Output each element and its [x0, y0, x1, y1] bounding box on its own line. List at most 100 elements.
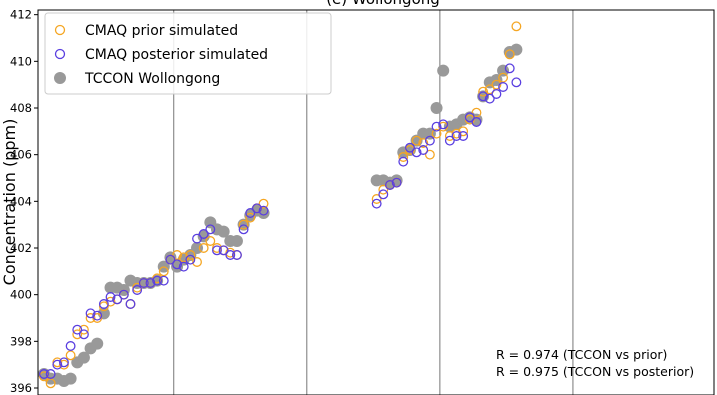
prior-point — [504, 49, 515, 60]
posterior-point — [85, 308, 96, 319]
prior-point — [185, 250, 196, 260]
prior-point — [418, 138, 429, 148]
tccon-point — [217, 225, 230, 238]
posterior-point — [45, 369, 56, 379]
plot-frame — [37, 9, 715, 395]
y-tick-label: 400 — [10, 288, 32, 302]
prior-point — [158, 266, 169, 277]
y-tick-label: 412 — [10, 8, 32, 22]
tccon-point — [97, 307, 110, 320]
y-tick-label: 404 — [10, 194, 32, 208]
posterior-point — [125, 299, 136, 309]
posterior-point — [458, 131, 469, 141]
posterior-point — [145, 278, 156, 288]
posterior-point — [404, 142, 415, 153]
prior-point — [72, 329, 83, 340]
posterior-point — [451, 131, 462, 141]
posterior-point — [504, 63, 515, 74]
data-points — [38, 21, 523, 389]
posterior-point — [385, 180, 395, 190]
tccon-point — [437, 64, 450, 77]
prior-point — [484, 84, 495, 95]
y-axis-label: Concentration (ppm) — [0, 119, 19, 286]
posterior-point — [391, 177, 402, 188]
prior-point — [192, 257, 202, 267]
legend-box — [44, 12, 332, 95]
y-tick-label: 408 — [10, 101, 32, 115]
posterior-point — [225, 250, 236, 260]
posterior-point — [205, 224, 216, 235]
posterior-point — [185, 254, 196, 265]
posterior-point — [59, 357, 69, 368]
posterior-point — [172, 259, 183, 270]
y-tick-label: 410 — [10, 54, 32, 68]
chart-title: (e) Wollongong — [326, 0, 440, 8]
posterior-point — [112, 294, 123, 305]
posterior-point — [39, 369, 49, 379]
legend-marker-posterior — [54, 48, 66, 60]
legend-label-posterior: CMAQ posterior simulated — [85, 47, 268, 63]
prior-point — [478, 86, 489, 97]
posterior-point — [98, 299, 109, 309]
correlation-prior-annotation: R = 0.974 (TCCON vs prior) — [496, 347, 667, 362]
posterior-point — [192, 233, 202, 244]
y-tick-label: 396 — [10, 381, 32, 395]
posterior-point — [478, 91, 489, 102]
posterior-point — [371, 198, 382, 209]
posterior-point — [152, 275, 163, 286]
posterior-point — [378, 189, 389, 200]
prior-point — [491, 79, 502, 90]
tccon-point — [230, 235, 243, 247]
tccon-point — [430, 102, 443, 114]
prior-point — [198, 243, 209, 253]
prior-point — [471, 107, 482, 118]
tccon-point — [91, 337, 104, 350]
posterior-point — [258, 205, 269, 216]
posterior-point — [132, 285, 143, 295]
legend-marker-prior — [54, 24, 66, 36]
posterior-point — [251, 203, 262, 214]
legend-label-tccon: TCCON Wollongong — [84, 71, 220, 87]
prior-point — [424, 149, 435, 160]
posterior-point — [65, 341, 76, 351]
posterior-point — [245, 208, 256, 218]
posterior-point — [418, 145, 429, 155]
y-axis: 396 398 400 402 404 406 408 410 412 — [10, 8, 38, 395]
prior-point — [172, 250, 183, 260]
posterior-point — [231, 250, 242, 260]
prior-point — [245, 212, 256, 223]
tccon-point — [64, 372, 77, 385]
posterior-point — [498, 82, 509, 92]
posterior-point — [218, 245, 229, 256]
prior-point — [178, 252, 189, 263]
posterior-point — [398, 156, 409, 167]
posterior-point — [212, 245, 222, 256]
prior-point — [371, 194, 382, 204]
prior-point — [458, 126, 469, 137]
posterior-point — [444, 135, 455, 146]
posterior-point — [178, 261, 189, 272]
correlation-posterior-annotation: R = 0.975 (TCCON vs posterior) — [496, 364, 694, 379]
tccon-point — [77, 351, 90, 364]
posterior-point — [198, 229, 209, 239]
y-tick-label: 406 — [10, 148, 32, 162]
posterior-point — [431, 121, 442, 132]
posterior-point — [138, 278, 149, 288]
y-tick-label: 402 — [10, 241, 32, 255]
legend: CMAQ prior simulated CMAQ posterior simu… — [44, 12, 332, 95]
posterior-point — [438, 119, 449, 130]
prior-point — [105, 296, 116, 307]
prior-point — [511, 21, 522, 32]
posterior-point — [424, 135, 435, 146]
prior-point — [398, 152, 409, 162]
tccon-point — [510, 43, 523, 56]
prior-point — [498, 72, 509, 83]
prior-point — [431, 128, 442, 139]
posterior-point — [78, 329, 89, 340]
y-tick-label: 398 — [10, 334, 32, 348]
prior-point — [238, 219, 249, 230]
posterior-point — [411, 147, 422, 158]
posterior-point — [511, 77, 522, 88]
posterior-point — [238, 224, 249, 235]
